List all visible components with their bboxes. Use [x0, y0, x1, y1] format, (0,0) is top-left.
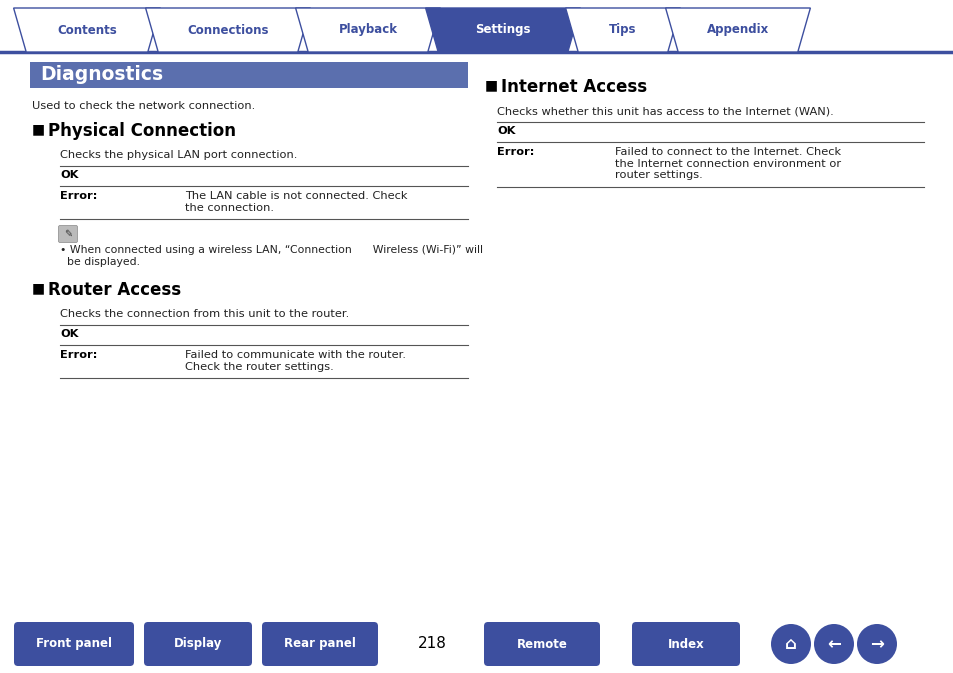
Text: Appendix: Appendix [706, 24, 768, 36]
Text: ←: ← [826, 635, 840, 653]
Text: Diagnostics: Diagnostics [40, 65, 163, 85]
Text: The LAN cable is not connected. Check
the connection.: The LAN cable is not connected. Check th… [185, 191, 407, 213]
Text: Tips: Tips [609, 24, 636, 36]
Text: OK: OK [60, 329, 78, 339]
Text: Checks the connection from this unit to the router.: Checks the connection from this unit to … [60, 309, 349, 319]
Polygon shape [13, 8, 160, 52]
Circle shape [770, 624, 810, 664]
Text: • When connected using a wireless LAN, “Connection      Wireless (Wi-Fi)” will
 : • When connected using a wireless LAN, “… [60, 245, 482, 267]
Text: Error:: Error: [60, 191, 97, 201]
FancyBboxPatch shape [144, 622, 252, 666]
Text: →: → [869, 635, 883, 653]
Text: 218: 218 [417, 637, 446, 651]
Text: Router Access: Router Access [48, 281, 181, 299]
Text: ✎: ✎ [64, 229, 72, 239]
Text: Connections: Connections [187, 24, 269, 36]
Polygon shape [146, 8, 310, 52]
Text: Checks the physical LAN port connection.: Checks the physical LAN port connection. [60, 150, 297, 160]
Text: Physical Connection: Physical Connection [48, 122, 235, 140]
Text: OK: OK [60, 170, 78, 180]
Text: ■: ■ [484, 78, 497, 92]
Polygon shape [295, 8, 440, 52]
FancyBboxPatch shape [30, 62, 468, 88]
Text: Settings: Settings [475, 24, 530, 36]
Text: OK: OK [497, 126, 515, 136]
Text: Contents: Contents [57, 24, 117, 36]
FancyBboxPatch shape [58, 225, 77, 242]
Text: Internet Access: Internet Access [500, 78, 646, 96]
FancyBboxPatch shape [262, 622, 377, 666]
Text: Failed to communicate with the router.
Check the router settings.: Failed to communicate with the router. C… [185, 350, 406, 371]
Text: Checks whether this unit has access to the Internet (WAN).: Checks whether this unit has access to t… [497, 106, 833, 116]
Text: Display: Display [173, 637, 222, 651]
Text: Front panel: Front panel [36, 637, 112, 651]
Text: Error:: Error: [60, 350, 97, 360]
FancyBboxPatch shape [483, 622, 599, 666]
Text: ■: ■ [32, 281, 45, 295]
Text: Playback: Playback [338, 24, 397, 36]
Circle shape [856, 624, 896, 664]
Polygon shape [565, 8, 679, 52]
FancyBboxPatch shape [14, 622, 133, 666]
Text: ■: ■ [32, 122, 45, 136]
Polygon shape [665, 8, 809, 52]
Text: Remote: Remote [516, 637, 567, 651]
Circle shape [813, 624, 853, 664]
Polygon shape [425, 8, 579, 52]
Text: Used to check the network connection.: Used to check the network connection. [32, 101, 255, 111]
Text: Error:: Error: [497, 147, 534, 157]
Text: Rear panel: Rear panel [284, 637, 355, 651]
Text: ⌂: ⌂ [784, 635, 796, 653]
Text: Index: Index [667, 637, 703, 651]
FancyBboxPatch shape [631, 622, 740, 666]
Text: Failed to connect to the Internet. Check
the Internet connection environment or
: Failed to connect to the Internet. Check… [615, 147, 841, 180]
